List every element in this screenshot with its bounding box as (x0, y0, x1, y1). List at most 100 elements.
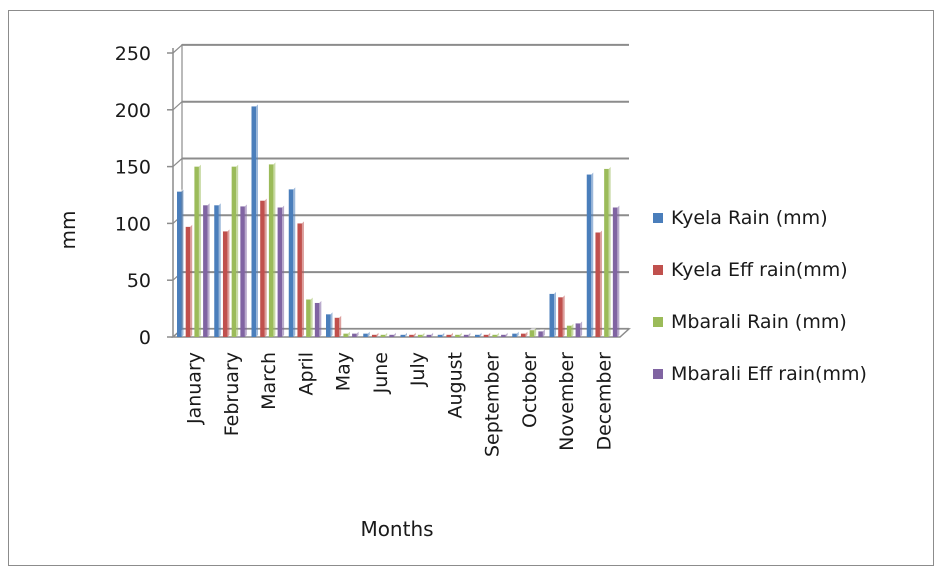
bar-side (468, 332, 471, 337)
bar-front (277, 207, 283, 337)
bar-side (450, 332, 453, 337)
bar-top (549, 291, 556, 294)
bar (463, 332, 471, 337)
x-tick-label: September (482, 352, 504, 457)
bar-top (297, 221, 304, 224)
bar-front (314, 302, 320, 337)
bar-side (442, 332, 445, 337)
bar-top (240, 204, 247, 207)
bar-side (571, 323, 574, 337)
bar-front (586, 174, 592, 337)
bar-side (525, 331, 528, 337)
bar-side (591, 172, 594, 337)
bar-top (389, 332, 396, 335)
bar-top (566, 323, 574, 326)
bar-front (501, 334, 506, 337)
x-tick-label: February (221, 352, 243, 436)
bar-top (575, 321, 583, 324)
bar-top (371, 332, 379, 335)
bar-side (376, 332, 379, 337)
bar-front (483, 334, 489, 337)
bar-side (459, 332, 462, 337)
bar (334, 315, 342, 337)
bar-side (347, 331, 350, 337)
bar (194, 164, 201, 337)
bar (389, 332, 396, 337)
bar (326, 312, 333, 337)
bar-side (542, 329, 545, 337)
bar-side (273, 162, 276, 337)
bar-top (334, 315, 342, 318)
bar-side (534, 328, 537, 337)
bar-top (558, 295, 565, 298)
bar (306, 297, 313, 337)
bar-side (330, 312, 333, 337)
bar-top (417, 332, 425, 335)
bar-side (198, 164, 201, 337)
legend-item: Mbarali Eff rain(mm) (653, 363, 867, 385)
bar-side (236, 164, 239, 337)
bar-top (455, 332, 462, 335)
bar (371, 332, 379, 337)
bar-top (363, 331, 370, 334)
bar-side (516, 331, 519, 337)
bar-top (409, 332, 416, 335)
y-axis-title: mm (56, 211, 80, 250)
x-tick-label: October (519, 352, 541, 428)
bar-side (413, 332, 416, 337)
bar-side (488, 332, 491, 337)
x-tick-label: November (556, 352, 578, 451)
x-tick-label: June (370, 352, 392, 394)
bar (288, 187, 296, 337)
bar-side (562, 295, 565, 337)
bar (380, 332, 388, 337)
bar-side (181, 189, 184, 337)
bar-side (367, 331, 370, 337)
legend-swatch (653, 317, 663, 327)
bar-front (426, 334, 432, 337)
bar-top (231, 164, 239, 167)
bar (483, 332, 491, 337)
bar-front (288, 189, 294, 337)
bar-front (371, 334, 377, 337)
legend-label: Mbarali Rain (mm) (671, 311, 847, 333)
bar-front (334, 317, 340, 337)
bar (512, 331, 519, 337)
legend-label: Kyela Eff rain(mm) (671, 259, 848, 281)
bar (549, 291, 556, 337)
bar-top (251, 104, 258, 107)
bar-front (575, 323, 581, 337)
bar-side (256, 104, 258, 337)
legend-label: Kyela Rain (mm) (671, 207, 828, 229)
bar (558, 295, 565, 337)
legend-swatch (653, 265, 663, 275)
legend-item: Mbarali Rain (mm) (653, 311, 847, 333)
bar-front (604, 168, 609, 337)
x-tick-label: April (295, 352, 317, 395)
bar (343, 331, 350, 337)
bar (437, 332, 445, 337)
bar-side (617, 205, 620, 337)
bar-side (431, 332, 434, 337)
bar-side (356, 331, 359, 337)
y-tick-label: 150 (115, 157, 151, 179)
bar (417, 332, 425, 337)
bar-top (512, 331, 519, 334)
y-tick-label: 50 (127, 270, 151, 292)
bar-top (268, 162, 276, 165)
bar-front (306, 299, 311, 337)
bar-side (264, 198, 267, 337)
legend-swatch (653, 213, 663, 223)
bar (604, 166, 611, 337)
bar (538, 329, 545, 337)
bar-front (538, 331, 543, 337)
bar (268, 162, 276, 337)
bar-front (549, 293, 554, 337)
bar (240, 204, 247, 337)
bar (400, 332, 407, 337)
bar-front (380, 334, 386, 337)
bar-front (194, 166, 199, 337)
bar-side (207, 203, 210, 337)
bar-side (405, 332, 407, 337)
bar-top (538, 329, 545, 332)
